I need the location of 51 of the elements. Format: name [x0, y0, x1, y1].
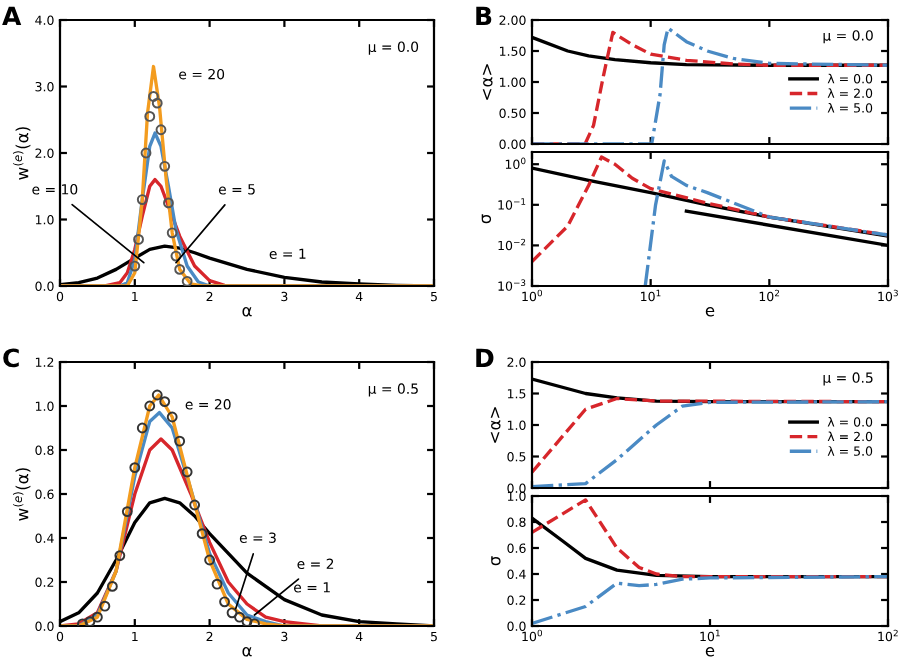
point	[133, 234, 144, 245]
point	[170, 250, 182, 262]
point	[106, 580, 118, 592]
x-axis-title: e	[705, 306, 715, 317]
point	[219, 596, 230, 608]
point	[114, 550, 126, 562]
point	[151, 389, 163, 401]
point	[129, 260, 141, 272]
x-axis-title: e	[705, 646, 715, 657]
y-axis-title: <α>	[490, 407, 501, 443]
point	[136, 422, 148, 434]
point	[234, 611, 245, 623]
point	[174, 263, 186, 275]
point	[155, 124, 167, 136]
point	[181, 466, 193, 478]
point	[140, 147, 152, 159]
y-axis-title: <α>	[482, 64, 493, 100]
point	[99, 600, 111, 612]
point	[181, 275, 193, 286]
point	[163, 197, 174, 209]
point	[174, 435, 186, 447]
point	[166, 227, 178, 239]
text: B	[476, 6, 492, 25]
point	[121, 506, 133, 518]
text: C	[3, 348, 19, 368]
y-axis-title: w$^{(e)}$(α)	[12, 468, 31, 521]
text: A	[2, 6, 22, 25]
point	[91, 611, 103, 623]
point	[211, 578, 223, 590]
point	[159, 160, 171, 172]
point	[148, 91, 159, 102]
point	[84, 616, 96, 626]
point	[204, 554, 216, 566]
y-axis-title: σ	[491, 556, 501, 566]
point	[136, 194, 148, 205]
y-axis-title: w$^{(e)}$(α)	[12, 127, 31, 180]
y-axis-title: σ	[481, 214, 492, 224]
point	[144, 400, 156, 412]
point	[151, 97, 163, 109]
point	[129, 462, 141, 474]
point	[226, 607, 238, 619]
x-axis-title: α	[242, 647, 252, 657]
point	[249, 618, 260, 626]
point	[144, 111, 156, 122]
text: D	[476, 348, 494, 367]
point	[166, 411, 178, 423]
x-axis-title: α	[242, 307, 252, 317]
point	[189, 499, 201, 511]
point	[159, 396, 171, 408]
point	[241, 616, 253, 626]
point	[196, 528, 208, 540]
